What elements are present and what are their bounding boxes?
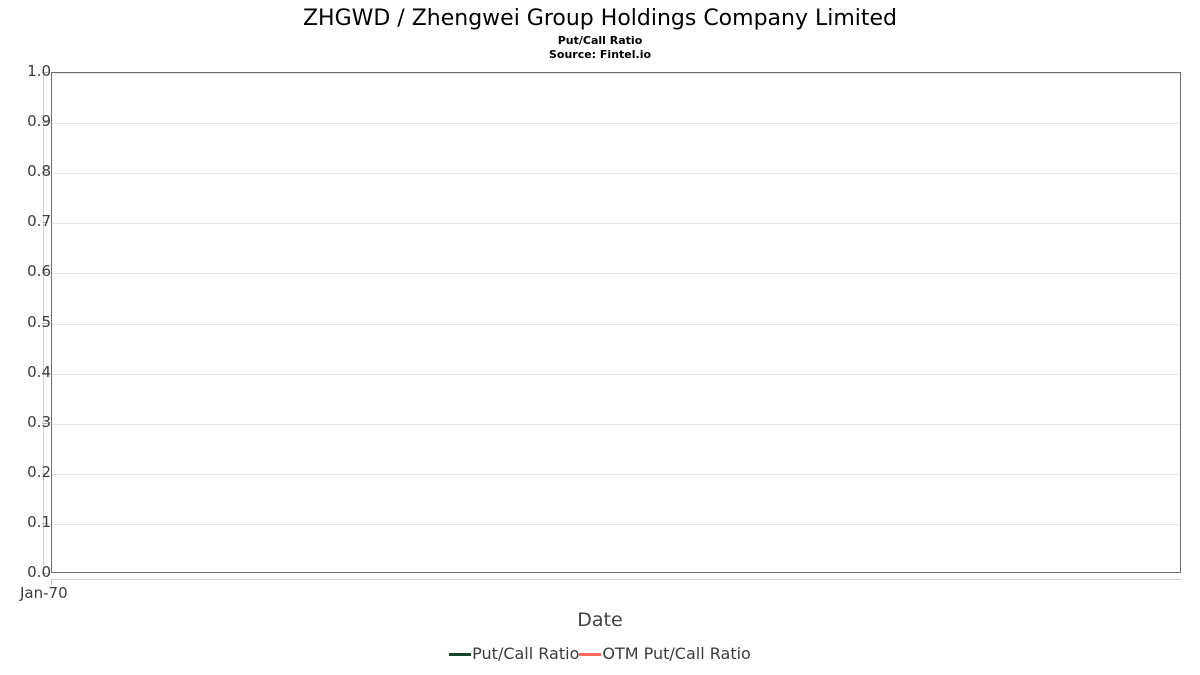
- y-tick-mark: [42, 323, 48, 324]
- legend-label: Put/Call Ratio: [472, 644, 580, 663]
- legend-line-icon: [579, 652, 602, 656]
- y-tick-mark: [42, 222, 48, 223]
- chart-title: ZHGWD / Zhengwei Group Holdings Company …: [302, 6, 898, 31]
- plot-area: [51, 72, 1181, 573]
- x-axis-title: Date: [577, 609, 623, 631]
- y-tick-label: 0.9: [27, 112, 51, 130]
- y-tick-label: 0.2: [27, 463, 51, 481]
- legend-item[interactable]: Put/Call Ratio: [449, 645, 579, 663]
- x-axis-spine: [51, 579, 1181, 580]
- y-tick-label: 0.0: [27, 563, 51, 581]
- chart-source-label: Source: Fintel.io: [548, 48, 652, 61]
- legend-line-icon: [449, 652, 472, 656]
- y-tick-label: 0.4: [27, 363, 51, 381]
- y-axis: 1.0 0.9 0.8 0.7 0.6 0.5 0.4 0.3 0.2 0.1 0.0: [0, 0, 51, 675]
- x-tick-mark: [51, 579, 52, 585]
- y-tick-mark: [42, 172, 48, 173]
- y-tick-label: 0.6: [27, 262, 51, 280]
- legend-item[interactable]: OTM Put/Call Ratio: [579, 644, 751, 663]
- y-tick-mark: [42, 72, 48, 73]
- y-tick-mark: [42, 523, 48, 524]
- y-tick-label: 0.7: [27, 212, 51, 230]
- chart-legend: Put/Call Ratio OTM Put/Call Ratio: [0, 645, 1200, 663]
- y-tick-label: 0.3: [27, 413, 51, 431]
- y-tick-label: 0.5: [27, 313, 51, 331]
- y-tick-label: 0.1: [27, 513, 51, 531]
- y-tick-mark: [42, 373, 48, 374]
- y-tick-mark: [42, 122, 48, 123]
- y-tick-mark: [42, 573, 48, 574]
- chart-header: ZHGWD / Zhengwei Group Holdings Company …: [0, 0, 1200, 62]
- y-axis-spine: [43, 72, 44, 573]
- x-tick-label: Jan-70: [20, 584, 68, 602]
- chart-subtitle: Put/Call Ratio: [557, 34, 643, 47]
- legend-label: OTM Put/Call Ratio: [602, 644, 751, 663]
- y-tick-mark: [42, 272, 48, 273]
- y-tick-mark: [42, 473, 48, 474]
- series-layer: [52, 73, 1180, 572]
- y-tick-mark: [42, 423, 48, 424]
- y-tick-label: 0.8: [27, 162, 51, 180]
- y-tick-label: 1.0: [27, 62, 51, 80]
